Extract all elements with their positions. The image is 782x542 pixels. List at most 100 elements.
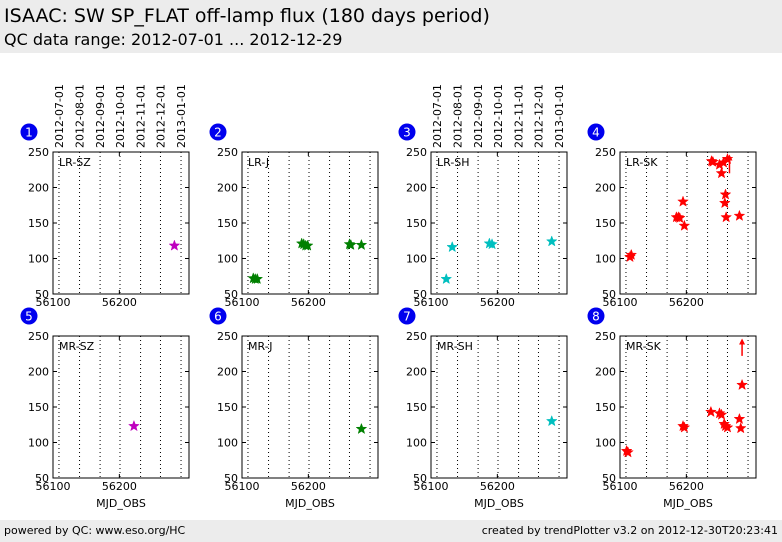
x-tick-label: 56200 <box>480 296 515 309</box>
chart-panel-3: 50 100 150 200 250 56100 56200 2012-07-01 2012-0… <box>398 84 568 309</box>
y-tick-label: 200 <box>28 366 49 379</box>
panel-badge-number: 5 <box>25 310 33 324</box>
header: ISAAC: SW SP_FLAT off-lamp flux (180 day… <box>0 0 782 53</box>
data-point <box>736 378 748 391</box>
y-tick-label: 250 <box>28 146 49 159</box>
panel-badge <box>398 123 416 141</box>
panel-badge-number: 4 <box>592 126 600 140</box>
y-tick-label: 250 <box>217 330 238 343</box>
panel-badge <box>398 307 416 325</box>
date-tick-label: 2012-09-01 <box>94 84 107 148</box>
data-point <box>677 195 689 207</box>
y-tick-label: 100 <box>595 437 616 450</box>
y-tick-label: 100 <box>217 437 238 450</box>
date-tick-label: 2012-12-01 <box>154 84 167 148</box>
chart-panel-5: 50 100 150 200 250 56100 56200 MR-SZ 5 MJD_OBS <box>20 307 190 510</box>
y-tick-label: 250 <box>595 330 616 343</box>
data-point <box>734 422 747 434</box>
panel-label: MR-J <box>248 340 273 353</box>
data-point <box>715 167 728 179</box>
panel-badge-number: 7 <box>403 310 411 324</box>
data-point <box>251 272 264 285</box>
y-tick-label: 50 <box>224 288 238 301</box>
x-axis-label: MJD_OBS <box>474 497 524 510</box>
panel-label: MR-SZ <box>59 340 95 353</box>
data-point <box>440 272 453 285</box>
panel-badge <box>209 123 227 141</box>
data-point <box>733 412 746 425</box>
plot-frame <box>52 335 190 479</box>
y-tick-label: 150 <box>406 401 427 414</box>
y-tick-label: 150 <box>217 217 238 230</box>
x-tick-label: 56200 <box>102 480 137 493</box>
panel-badge <box>20 307 38 325</box>
y-tick-label: 150 <box>595 217 616 230</box>
x-tick-label: 56100 <box>36 296 71 309</box>
data-point <box>301 239 314 251</box>
y-tick-label: 200 <box>406 182 427 195</box>
panel-label: MR-SH <box>437 340 473 353</box>
data-point <box>706 155 719 167</box>
x-tick-label: 56100 <box>603 296 638 309</box>
date-tick-label: 2013-01-01 <box>175 84 188 148</box>
y-tick-label: 200 <box>217 182 238 195</box>
y-tick-label: 50 <box>224 472 238 485</box>
y-tick-label: 200 <box>406 366 427 379</box>
footer: powered by QC: www.eso.org/HC created by… <box>0 520 782 542</box>
panel-badge-number: 3 <box>403 126 411 140</box>
data-point <box>355 422 368 435</box>
chart-panel-4: 50 100 150 200 250 56100 56200 LR-SK 4 <box>587 123 757 309</box>
y-tick-label: 50 <box>413 288 427 301</box>
panel-label: LR-SK <box>626 156 658 169</box>
plot-frame <box>619 151 757 295</box>
y-tick-label: 50 <box>35 288 49 301</box>
panel-badge <box>20 123 38 141</box>
x-tick-label: 56200 <box>669 296 704 309</box>
panel-label: LR-J <box>248 156 269 169</box>
y-tick-label: 200 <box>28 182 49 195</box>
data-point <box>678 219 691 231</box>
x-tick-label: 56100 <box>225 296 260 309</box>
y-tick-label: 150 <box>595 401 616 414</box>
x-tick-label: 56200 <box>669 480 704 493</box>
data-point <box>718 196 731 209</box>
panel-badge-number: 8 <box>592 310 600 324</box>
y-tick-label: 150 <box>28 401 49 414</box>
date-tick-label: 2012-07-01 <box>53 84 66 148</box>
y-tick-label: 50 <box>602 472 616 485</box>
plot-frame <box>619 335 757 479</box>
data-point <box>625 248 638 260</box>
plot-frame <box>52 151 190 295</box>
data-point <box>545 235 558 247</box>
x-tick-label: 56200 <box>291 480 326 493</box>
x-tick-label: 56100 <box>36 480 71 493</box>
y-tick-label: 150 <box>28 217 49 230</box>
date-tick-label: 2012-11-01 <box>135 84 148 148</box>
y-tick-label: 250 <box>217 146 238 159</box>
y-tick-label: 100 <box>217 253 238 266</box>
date-tick-label: 2013-01-01 <box>553 84 566 148</box>
y-tick-label: 50 <box>602 288 616 301</box>
chart-panel-7: 50 100 150 200 250 56100 56200 MR-SH 7 MJD_OBS <box>398 307 568 510</box>
data-point <box>721 152 734 165</box>
panel-badge-number: 1 <box>25 126 33 140</box>
panel-badge <box>587 123 605 141</box>
data-point <box>715 408 728 420</box>
y-tick-label: 100 <box>406 253 427 266</box>
plot-frame <box>241 151 379 295</box>
footer-credit: powered by QC: www.eso.org/HC <box>4 524 186 537</box>
x-tick-label: 56200 <box>291 296 326 309</box>
data-point <box>720 211 733 223</box>
panel-label: MR-SK <box>626 340 662 353</box>
date-tick-label: 2012-09-01 <box>472 84 485 148</box>
data-point <box>355 238 368 251</box>
date-tick-label: 2012-08-01 <box>452 84 465 148</box>
x-tick-label: 56100 <box>414 480 449 493</box>
y-tick-label: 250 <box>595 146 616 159</box>
y-tick-label: 200 <box>595 366 616 379</box>
x-tick-label: 56100 <box>603 480 638 493</box>
plot-frame <box>430 335 568 479</box>
page-subtitle: QC data range: 2012-07-01 ... 2012-12-29 <box>4 30 343 49</box>
data-point <box>721 421 734 433</box>
